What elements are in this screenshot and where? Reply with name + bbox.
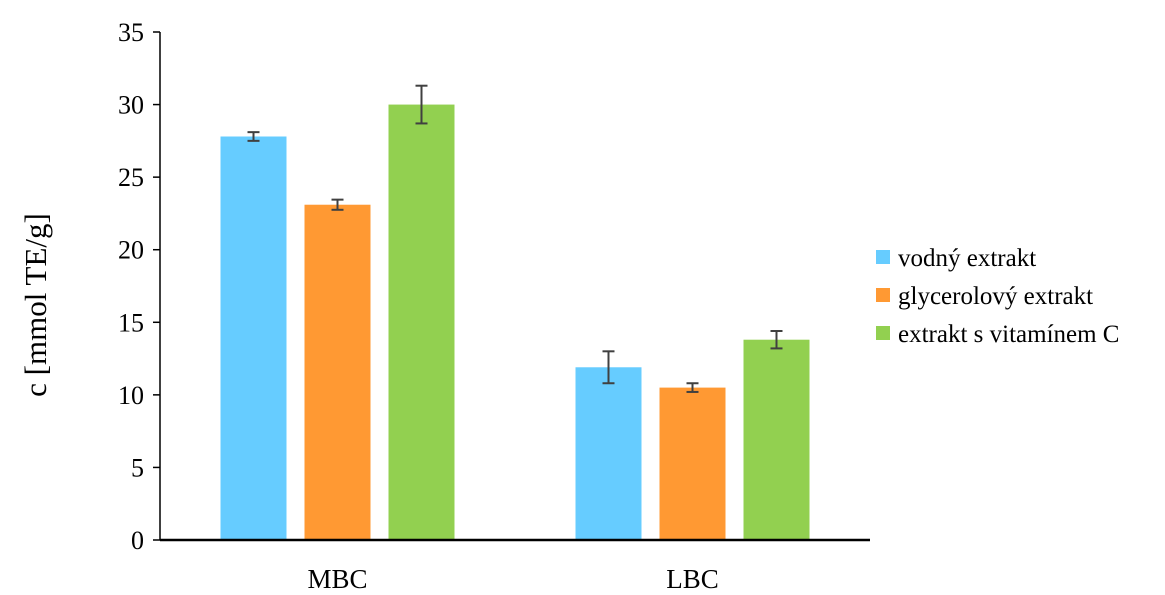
bar: [304, 204, 371, 540]
bar: [659, 387, 726, 540]
legend-swatch: [876, 326, 890, 340]
bar: [388, 104, 455, 541]
y-tick-label: 25: [118, 163, 144, 192]
y-tick-label: 30: [118, 91, 144, 120]
legend-label: extrakt s vitamínem C: [898, 321, 1119, 348]
y-axis-label: c [mmol TE/g]: [18, 213, 53, 397]
error-bar: [331, 198, 344, 211]
legend: vodný extrakt glycerolový extrakt extrakt …: [876, 245, 1119, 348]
y-tick-label: 5: [131, 453, 144, 482]
bar: [743, 339, 810, 540]
legend-item: vodný extrakt: [876, 245, 1036, 272]
y-tick-label: 10: [118, 381, 144, 410]
bars: [220, 84, 810, 541]
legend-item: extrakt s vitamínem C: [876, 321, 1119, 348]
error-bar: [686, 382, 699, 393]
bar: [220, 136, 287, 540]
y-tick-label: 20: [118, 236, 144, 265]
x-category-label: MBC: [307, 564, 367, 594]
legend-item: glycerolový extrakt: [876, 283, 1093, 310]
x-category-label: LBC: [666, 564, 719, 594]
legend-swatch: [876, 250, 890, 264]
x-axis: MBC LBC: [160, 538, 870, 594]
y-tick-label: 0: [131, 526, 144, 555]
error-bar: [602, 350, 615, 385]
error-bar: [247, 131, 260, 142]
y-axis: 0 5 10 15 20 25 30 35: [118, 18, 161, 555]
legend-label: vodný extrakt: [898, 245, 1036, 272]
error-bar: [770, 329, 783, 350]
error-bar: [415, 84, 428, 125]
y-tick-label: 15: [118, 308, 144, 337]
legend-swatch: [876, 288, 890, 302]
y-tick-label: 35: [118, 18, 144, 47]
legend-label: glycerolový extrakt: [898, 283, 1093, 310]
bar: [575, 367, 642, 540]
